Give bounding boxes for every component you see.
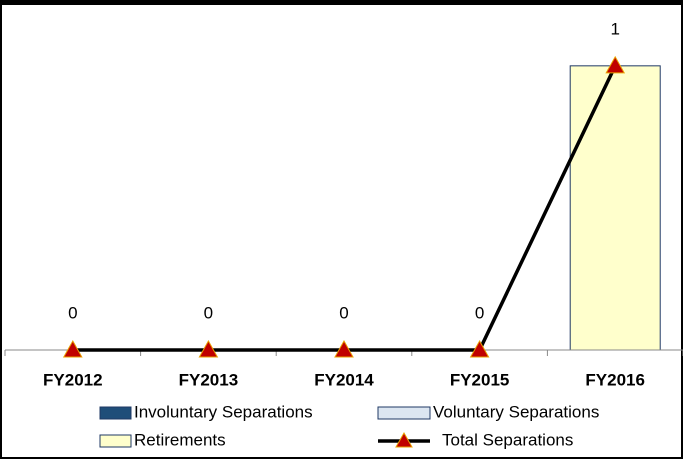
marker [62, 339, 83, 358]
marker [334, 339, 354, 358]
legend-label: Voluntary Separations [433, 402, 599, 421]
x-tick-label: FY2016 [585, 370, 645, 389]
data-label: 0 [339, 303, 348, 322]
legend-swatch [377, 406, 431, 420]
marker [198, 339, 219, 358]
legend-marker [395, 431, 413, 448]
top-bar [0, 0, 683, 5]
data-label: 0 [68, 303, 77, 322]
x-tick-label: FY2014 [314, 370, 374, 389]
x-tick-label: FY2012 [43, 370, 103, 389]
legend-label: Total Separations [442, 430, 573, 449]
x-tick-label: FY2015 [450, 370, 510, 389]
bar [569, 65, 661, 351]
marker [469, 339, 490, 358]
data-label: 1 [610, 19, 619, 38]
legend-swatch [99, 406, 132, 420]
marker [605, 55, 626, 74]
data-label: 0 [204, 303, 213, 322]
legend-swatch [99, 434, 132, 448]
legend-label: Retirements [134, 430, 226, 449]
data-label: 0 [475, 303, 484, 322]
legend-label: Involuntary Separations [134, 402, 313, 421]
x-tick-label: FY2013 [179, 370, 239, 389]
